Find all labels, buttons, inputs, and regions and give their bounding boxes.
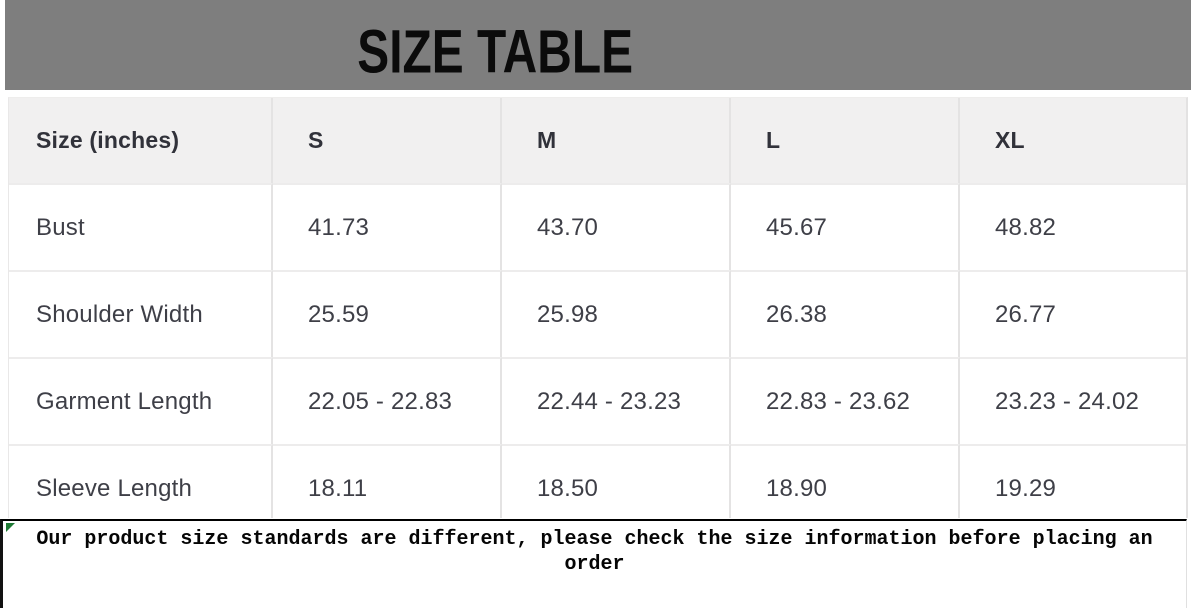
size-disclaimer-box: Our product size standards are different… (0, 519, 1187, 608)
value-cell: 25.98 (502, 270, 731, 357)
value-cell: 23.23 - 24.02 (960, 357, 1186, 444)
value-cell: 22.83 - 23.62 (731, 357, 960, 444)
value-cell: 18.90 (731, 444, 960, 518)
table-row-bust: Bust 41.73 43.70 45.67 48.82 (9, 183, 1186, 270)
header-cell-xl: XL (995, 127, 1025, 153)
header-cell-s: S (273, 98, 502, 183)
size-disclaimer-text: Our product size standards are different… (36, 528, 1153, 576)
row-label: Shoulder Width (9, 270, 273, 357)
row-label: Garment Length (9, 357, 273, 444)
value-cell: 18.11 (273, 444, 502, 518)
table-row-sleeve-length: Sleeve Length 18.11 18.50 18.90 19.29 (9, 444, 1186, 518)
value-cell: 25.59 (273, 270, 502, 357)
row-label: Bust (9, 183, 273, 270)
title-banner: SIZE TABLE (5, 0, 1191, 90)
cell-corner-marker-icon (6, 523, 15, 532)
table-header-row: Size (inches) S M L XL (9, 98, 1186, 183)
table-row-garment-length: Garment Length 22.05 - 22.83 22.44 - 23.… (9, 357, 1186, 444)
value-cell: 43.70 (502, 183, 731, 270)
value-cell: 22.05 - 22.83 (273, 357, 502, 444)
value-cell: 26.38 (731, 270, 960, 357)
value-cell: 26.77 (960, 270, 1186, 357)
size-table: Size (inches) S M L XL Bust 41.73 43.70 … (8, 97, 1188, 518)
value-cell: 48.82 (960, 183, 1186, 270)
header-cell-size: Size (inches) (9, 98, 273, 183)
row-label: Sleeve Length (9, 444, 273, 518)
value-cell: 22.44 - 23.23 (502, 357, 731, 444)
value-cell: 18.50 (502, 444, 731, 518)
value-cell: 45.67 (731, 183, 960, 270)
table-row-shoulder-width: Shoulder Width 25.59 25.98 26.38 26.77 (9, 270, 1186, 357)
value-cell: 19.29 (960, 444, 1186, 518)
value-cell: 41.73 (273, 183, 502, 270)
header-cell-l: L (731, 98, 960, 183)
header-cell-m: M (502, 98, 731, 183)
page-title: SIZE TABLE (357, 17, 633, 87)
